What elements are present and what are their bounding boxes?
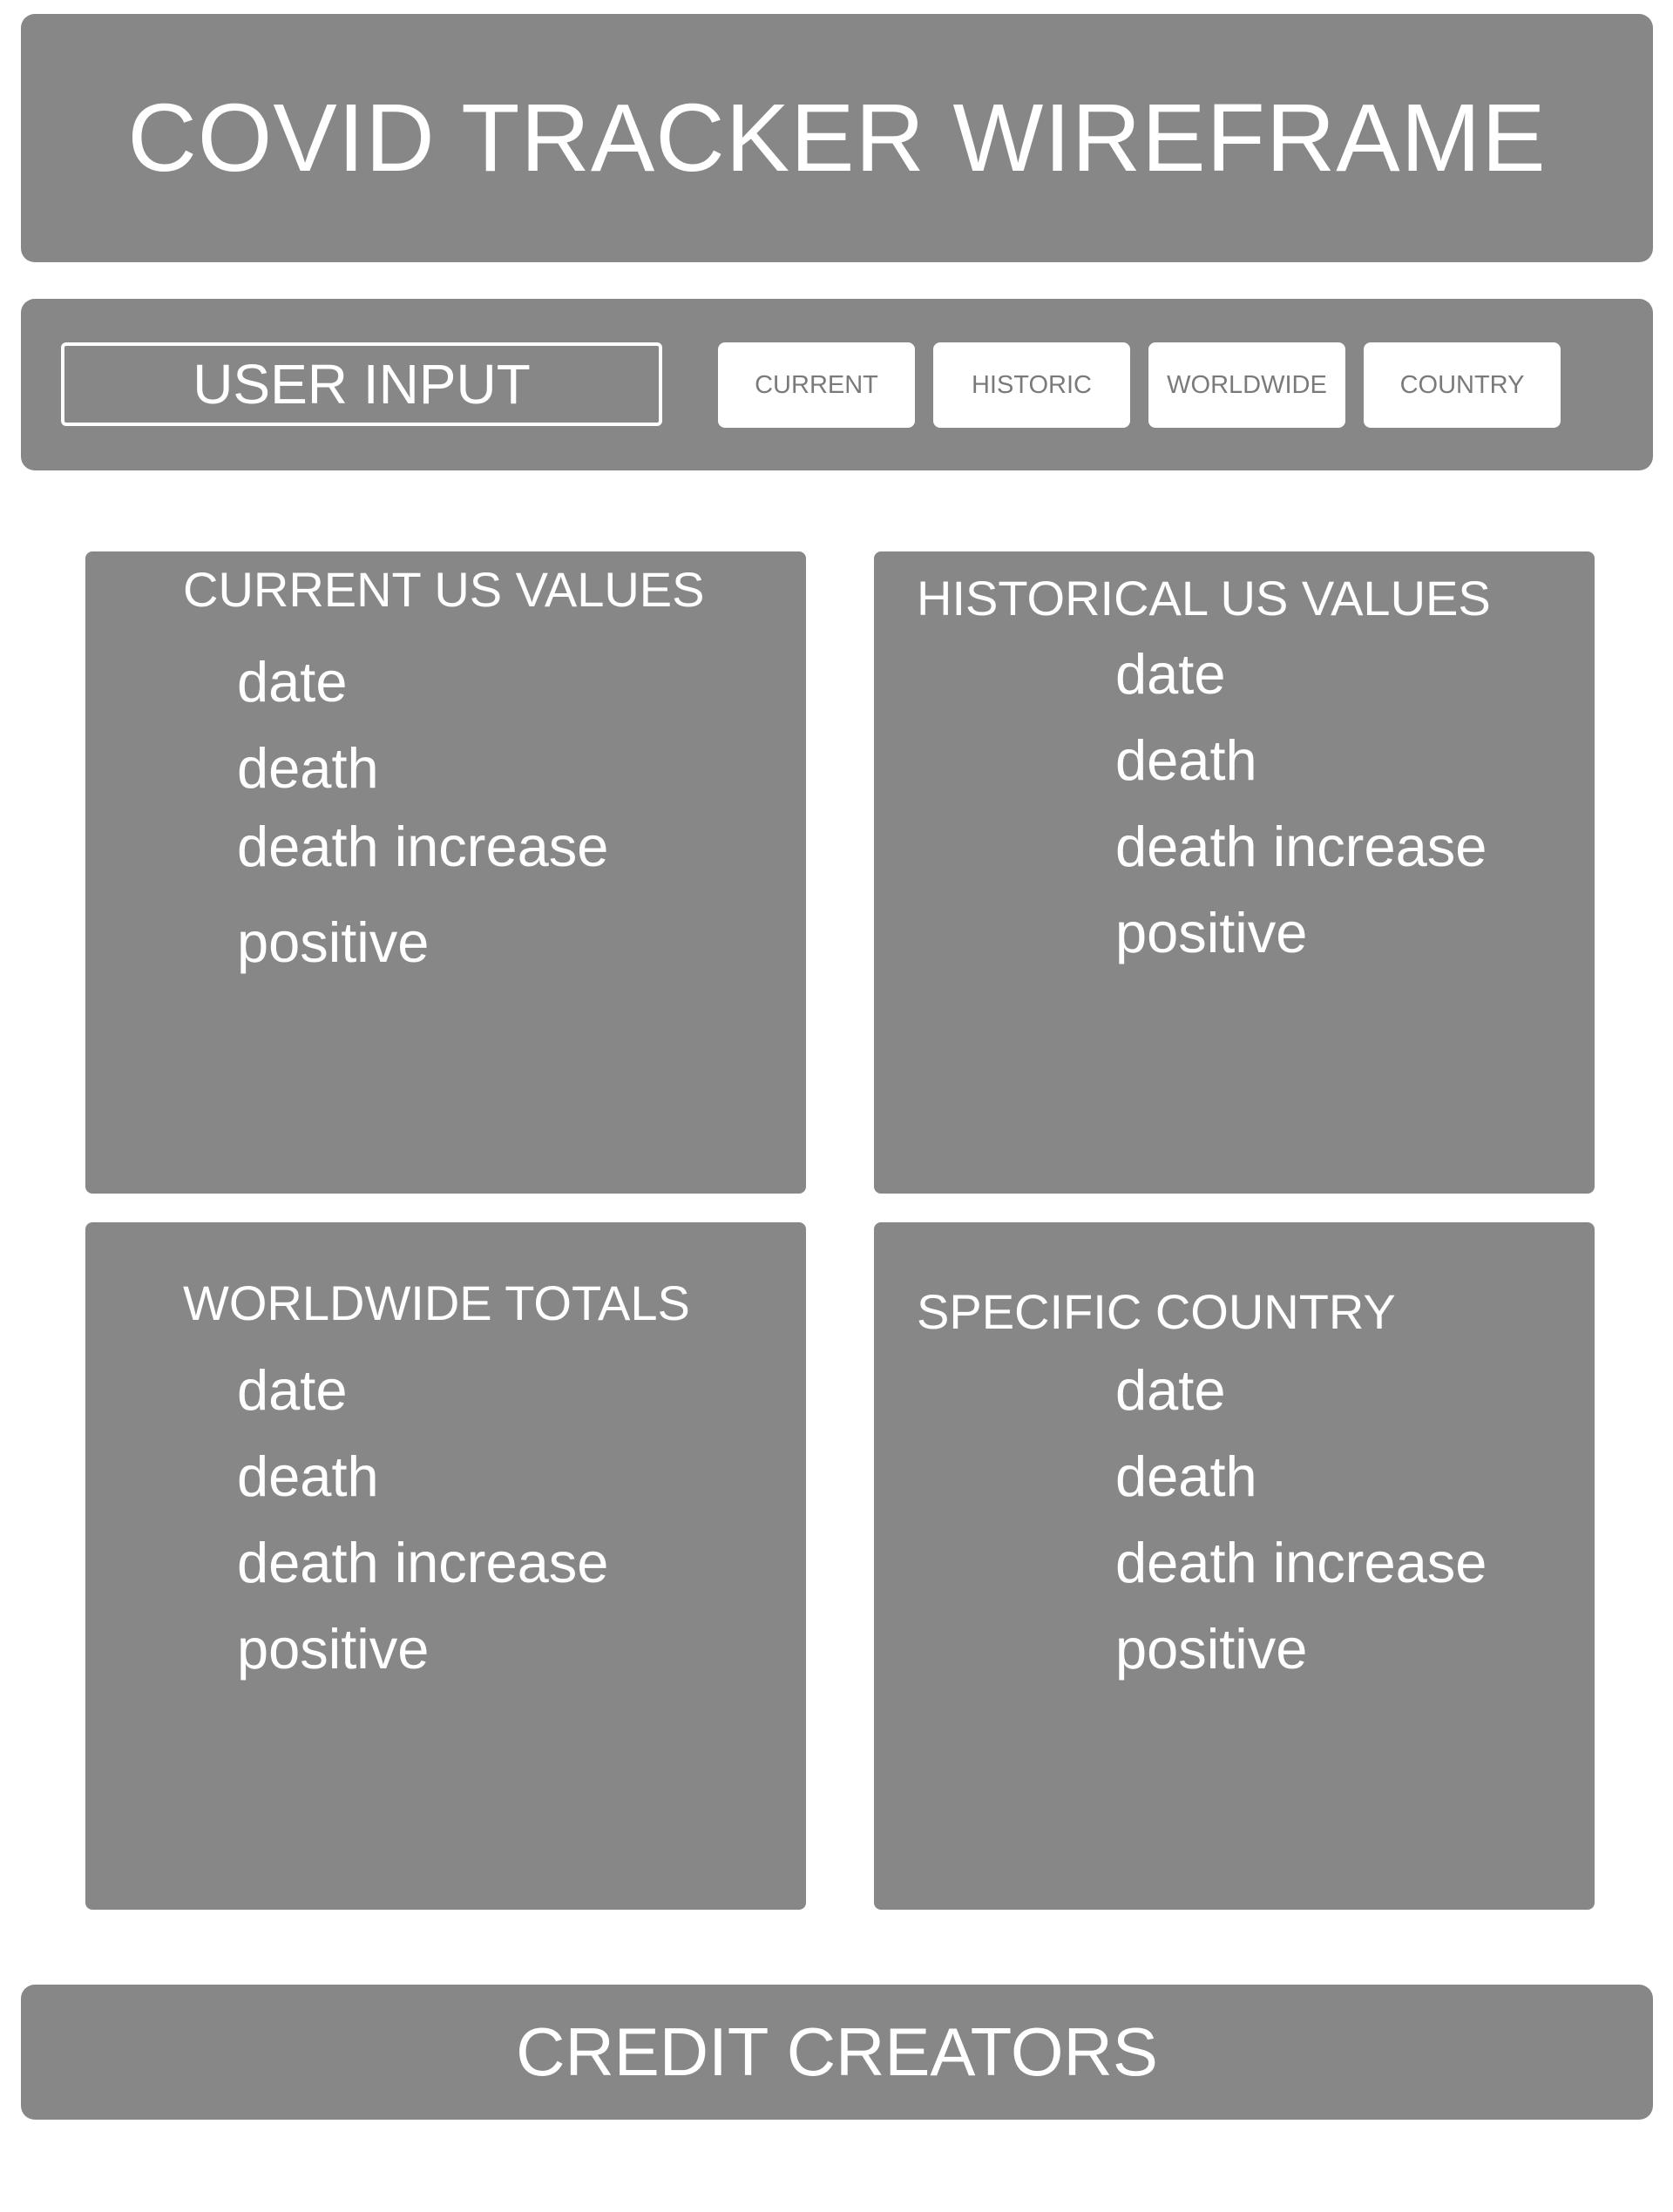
historic-button[interactable]: HISTORIC [933, 342, 1130, 428]
user-input-field[interactable]: USER INPUT [61, 342, 662, 426]
card-item-death: death [237, 736, 379, 800]
card-item-positive: positive [237, 1617, 430, 1681]
card-item-positive: positive [1115, 901, 1308, 964]
card-item-death: death [237, 1444, 379, 1508]
header-banner: COVID TRACKER WIREFRAME [21, 14, 1653, 262]
card-title: HISTORICAL US VALUES [917, 571, 1491, 626]
card-item-death-increase: death increase [237, 815, 609, 878]
card-title: SPECIFIC COUNTRY [917, 1284, 1396, 1339]
worldwide-button[interactable]: WORLDWIDE [1148, 342, 1345, 428]
country-button[interactable]: COUNTRY [1364, 342, 1561, 428]
card-item-death: death [1115, 1444, 1257, 1508]
page-title: COVID TRACKER WIREFRAME [127, 85, 1547, 192]
card-item-date: date [1115, 642, 1226, 706]
card-item-date: date [237, 650, 348, 714]
card-item-death: death [1115, 728, 1257, 792]
current-button[interactable]: CURRENT [718, 342, 915, 428]
card-item-date: date [1115, 1358, 1226, 1422]
card-item-death-increase: death increase [1115, 1531, 1487, 1594]
card-item-positive: positive [237, 910, 430, 974]
card-item-positive: positive [1115, 1617, 1308, 1681]
card-item-date: date [237, 1358, 348, 1422]
card-item-death-increase: death increase [237, 1531, 609, 1594]
card-title: WORLDWIDE TOTALS [183, 1275, 690, 1330]
credit-creators-text: CREDIT CREATORS [516, 2013, 1158, 2090]
specific-country-card: SPECIFIC COUNTRY date death death increa… [874, 1222, 1595, 1910]
historical-us-card: HISTORICAL US VALUES date death death in… [874, 551, 1595, 1194]
footer-banner: CREDIT CREATORS [21, 1985, 1653, 2120]
card-item-death-increase: death increase [1115, 815, 1487, 878]
card-title: CURRENT US VALUES [183, 562, 705, 617]
current-us-card: CURRENT US VALUES date death death incre… [85, 551, 806, 1194]
worldwide-totals-card: WORLDWIDE TOTALS date death death increa… [85, 1222, 806, 1910]
